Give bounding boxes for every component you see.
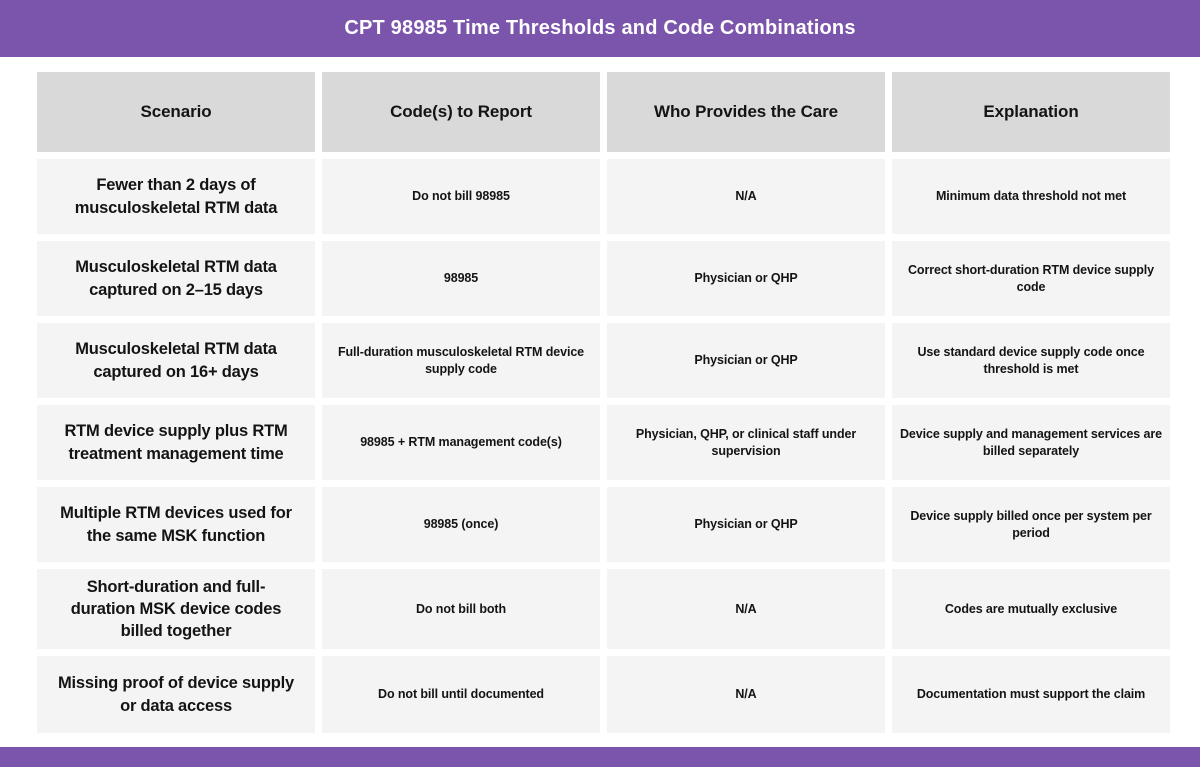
- provider-cell: Physician or QHP: [607, 241, 885, 316]
- codes-cell: Do not bill both: [322, 569, 600, 649]
- explanation-cell: Codes are mutually exclusive: [892, 569, 1170, 649]
- title-bar: CPT 98985 Time Thresholds and Code Combi…: [0, 0, 1200, 57]
- codes-cell: Do not bill until documented: [322, 656, 600, 733]
- scenario-cell: Fewer than 2 days of musculoskeletal RTM…: [37, 159, 315, 234]
- scenario-cell: Multiple RTM devices used for the same M…: [37, 487, 315, 562]
- scenario-cell: Musculoskeletal RTM data captured on 2–1…: [37, 241, 315, 316]
- explanation-cell: Minimum data threshold not met: [892, 159, 1170, 234]
- explanation-cell: Use standard device supply code once thr…: [892, 323, 1170, 398]
- table-row: RTM device supply plus RTM treatment man…: [37, 405, 1170, 480]
- codes-cell: 98985 (once): [322, 487, 600, 562]
- provider-cell: Physician or QHP: [607, 323, 885, 398]
- provider-cell: N/A: [607, 656, 885, 733]
- page-title: CPT 98985 Time Thresholds and Code Combi…: [344, 17, 856, 39]
- codes-cell: Full-duration musculoskeletal RTM device…: [322, 323, 600, 398]
- scenario-cell: RTM device supply plus RTM treatment man…: [37, 405, 315, 480]
- codes-cell: Do not bill 98985: [322, 159, 600, 234]
- scenario-cell: Missing proof of device supply or data a…: [37, 656, 315, 733]
- table-row: Musculoskeletal RTM data captured on 2–1…: [37, 241, 1170, 316]
- explanation-cell: Device supply billed once per system per…: [892, 487, 1170, 562]
- header-cell-codes: Code(s) to Report: [322, 72, 600, 152]
- table-row: Fewer than 2 days of musculoskeletal RTM…: [37, 159, 1170, 234]
- footer-bar: [0, 747, 1200, 767]
- codes-cell: 98985: [322, 241, 600, 316]
- table-row: Musculoskeletal RTM data captured on 16+…: [37, 323, 1170, 398]
- explanation-cell: Device supply and management services ar…: [892, 405, 1170, 480]
- provider-cell: N/A: [607, 159, 885, 234]
- table-row: Multiple RTM devices used for the same M…: [37, 487, 1170, 562]
- explanation-cell: Correct short-duration RTM device supply…: [892, 241, 1170, 316]
- scenario-cell: Musculoskeletal RTM data captured on 16+…: [37, 323, 315, 398]
- table-row: Missing proof of device supply or data a…: [37, 656, 1170, 733]
- rtm-code-table: Scenario Code(s) to Report Who Provides …: [37, 72, 1170, 733]
- codes-cell: 98985 + RTM management code(s): [322, 405, 600, 480]
- table-header-row: Scenario Code(s) to Report Who Provides …: [37, 72, 1170, 152]
- provider-cell: Physician, QHP, or clinical staff under …: [607, 405, 885, 480]
- explanation-cell: Documentation must support the claim: [892, 656, 1170, 733]
- provider-cell: N/A: [607, 569, 885, 649]
- header-cell-provider: Who Provides the Care: [607, 72, 885, 152]
- header-cell-explanation: Explanation: [892, 72, 1170, 152]
- provider-cell: Physician or QHP: [607, 487, 885, 562]
- header-cell-scenario: Scenario: [37, 72, 315, 152]
- scenario-cell: Short-duration and full-duration MSK dev…: [37, 569, 315, 649]
- table-row: Short-duration and full-duration MSK dev…: [37, 569, 1170, 649]
